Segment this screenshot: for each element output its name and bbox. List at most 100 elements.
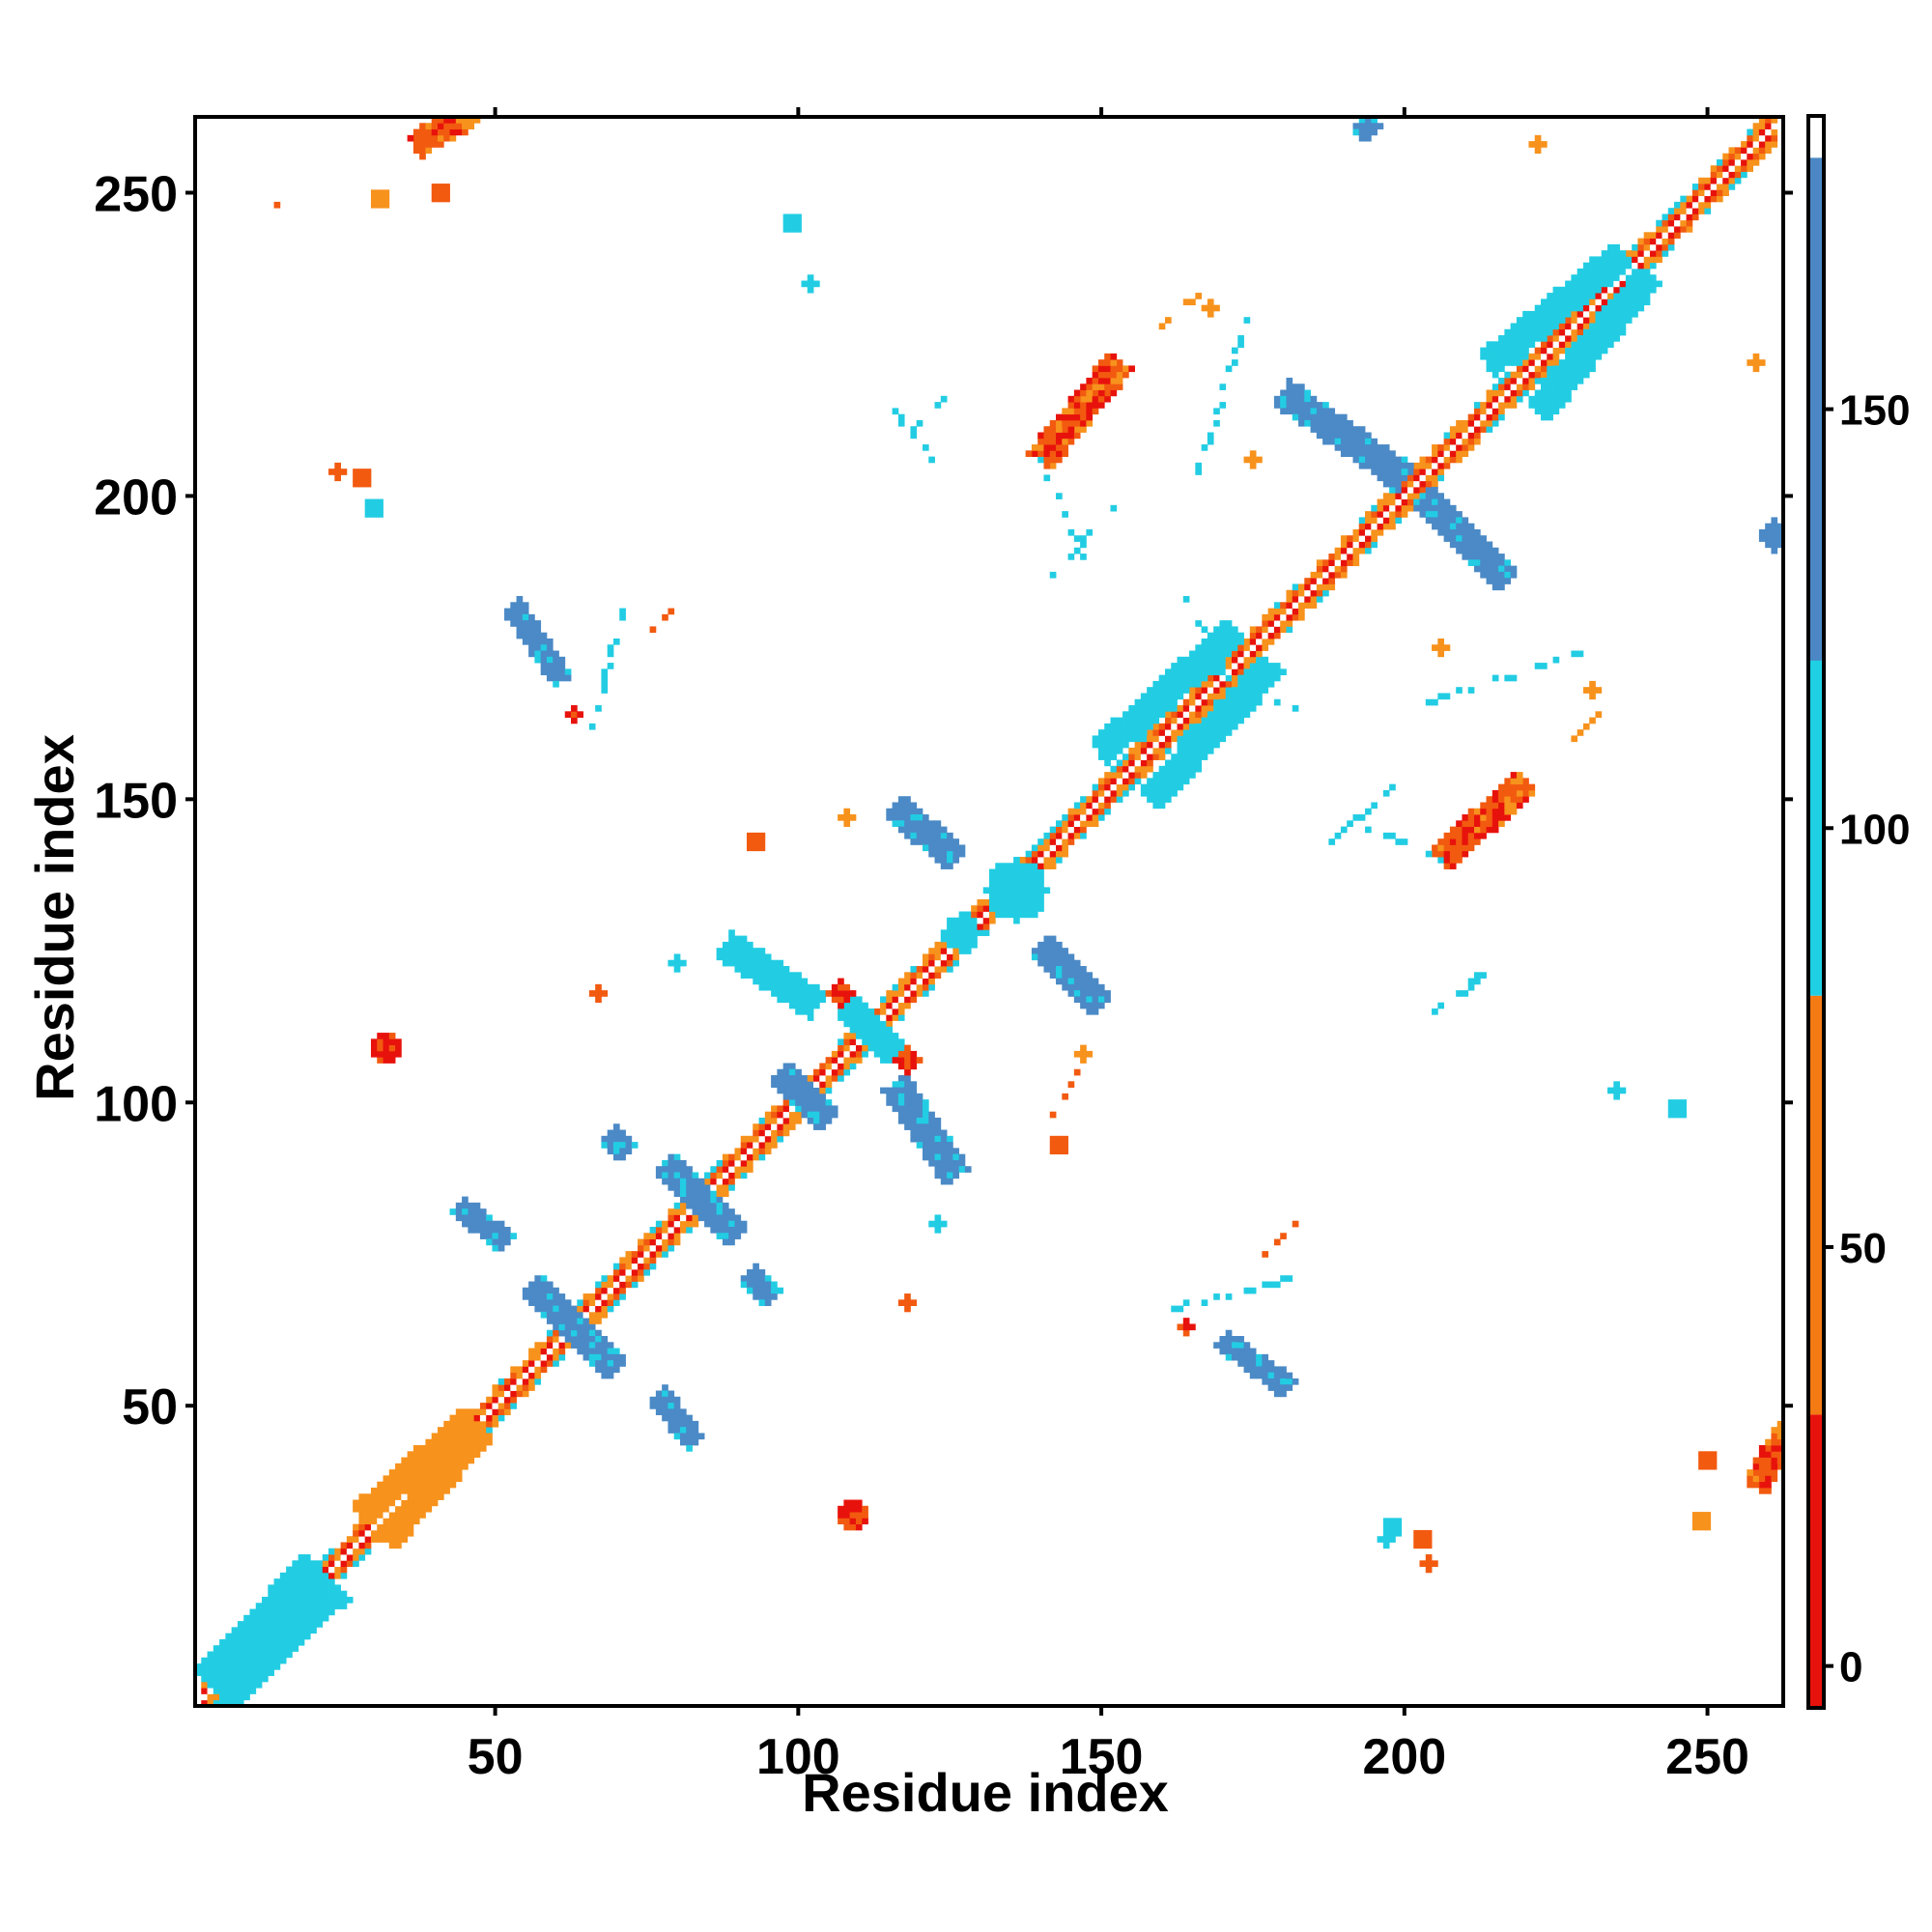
heatmap-cell [1462, 450, 1469, 457]
heatmap-cell [1571, 359, 1578, 366]
heatmap-cell [207, 1699, 214, 1707]
heatmap-cell [1031, 844, 1038, 852]
heatmap-cell [838, 1044, 844, 1052]
heatmap-cell [273, 1578, 281, 1585]
heatmap-cell [1686, 208, 1693, 214]
heatmap-cell [431, 134, 439, 142]
heatmap-cell [273, 1596, 281, 1604]
heatmap-cell [1716, 171, 1723, 179]
heatmap-cell [788, 1075, 796, 1082]
heatmap-cell [310, 1603, 317, 1609]
heatmap-cell [801, 978, 809, 985]
heatmap-cell [419, 1505, 426, 1513]
heatmap-cell [486, 1408, 493, 1416]
heatmap-cell [1152, 698, 1160, 706]
heatmap-cell [262, 1669, 269, 1677]
heatmap-cell [971, 911, 978, 919]
heatmap-cell [255, 1603, 263, 1609]
heatmap-cell [1213, 1342, 1220, 1349]
heatmap-cell [1377, 474, 1384, 482]
heatmap-cell [273, 1645, 281, 1652]
heatmap-cell [1722, 177, 1729, 185]
heatmap-cell [1632, 262, 1638, 270]
heatmap-cell [1086, 814, 1094, 821]
heatmap-cell [286, 1578, 293, 1585]
heatmap-cell [1541, 371, 1548, 379]
heatmap-cell [377, 1523, 384, 1531]
heatmap-cell [1213, 408, 1220, 415]
heatmap-cell [1456, 844, 1463, 852]
heatmap-cell [588, 1299, 596, 1307]
heatmap-cell [334, 1566, 341, 1574]
heatmap-cell [655, 1226, 663, 1234]
heatmap-cell [1073, 990, 1081, 997]
heatmap-cell [1462, 444, 1469, 451]
heatmap-cell [1722, 189, 1729, 197]
heatmap-cell [1589, 341, 1596, 348]
heatmap-cell [849, 1499, 857, 1507]
heatmap-cell [479, 1414, 487, 1422]
heatmap-cell [510, 1396, 517, 1404]
heatmap-cell [855, 1020, 863, 1028]
heatmap-cell [268, 1651, 274, 1659]
heatmap-cell [383, 1050, 390, 1058]
heatmap-cell [782, 966, 790, 973]
heatmap-cell [249, 1627, 257, 1634]
heatmap-cell [1171, 687, 1178, 694]
heatmap-cell [1522, 796, 1529, 803]
heatmap-cell [595, 1287, 602, 1294]
heatmap-cell [546, 1293, 554, 1300]
heatmap-cell [1280, 389, 1287, 397]
heatmap-cell [934, 948, 942, 954]
heatmap-cell [1691, 201, 1699, 209]
heatmap-cell [1456, 432, 1463, 440]
heatmap-cell [1292, 413, 1299, 421]
heatmap-cell [601, 1342, 609, 1349]
heatmap-cell [1449, 432, 1457, 440]
heatmap-cell [716, 1184, 724, 1191]
heatmap-cell [1110, 504, 1118, 512]
heatmap-cell [1437, 850, 1445, 858]
heatmap-cell [1432, 517, 1438, 525]
heatmap-cell [1219, 668, 1227, 676]
heatmap-cell [1619, 328, 1627, 336]
heatmap-cell [722, 1190, 729, 1197]
heatmap-cell [697, 1214, 705, 1222]
heatmap-cell [328, 1566, 335, 1574]
heatmap-cell [880, 1002, 887, 1009]
heatmap-cell [1741, 141, 1747, 148]
heatmap-cell [1462, 832, 1469, 839]
heatmap-cell [1582, 317, 1590, 324]
heatmap-cell [1262, 1281, 1269, 1289]
heatmap-cell [722, 959, 729, 967]
heatmap-cell [1340, 554, 1348, 560]
heatmap-cell [631, 1257, 639, 1264]
heatmap-cell [1613, 243, 1620, 251]
heatmap-cell [838, 814, 844, 821]
heatmap-cell [807, 1111, 814, 1119]
heatmap-cell [1122, 783, 1129, 791]
heatmap-cell [492, 1233, 499, 1239]
heatmap-cell [1243, 1353, 1251, 1361]
heatmap-cell [1577, 298, 1584, 306]
heatmap-cell [1752, 123, 1760, 129]
heatmap-cell [934, 1159, 942, 1167]
heatmap-cell [1674, 213, 1681, 221]
heatmap-cell [1582, 353, 1590, 360]
heatmap-cell [407, 1523, 414, 1531]
heatmap-cell [1171, 765, 1178, 773]
heatmap-cell [1219, 638, 1227, 645]
heatmap-cell [795, 1111, 802, 1119]
heatmap-cell [1097, 729, 1105, 736]
heatmap-cell [1164, 674, 1172, 682]
heatmap-cell [1456, 535, 1463, 542]
heatmap-cell [686, 1214, 693, 1222]
heatmap-cell [268, 1645, 274, 1652]
heatmap-cell [1062, 820, 1068, 827]
heatmap-cell [831, 983, 838, 991]
heatmap-cell [1413, 469, 1420, 475]
heatmap-cell [1219, 723, 1227, 730]
heatmap-cell [316, 1614, 324, 1622]
heatmap-cell [673, 966, 681, 973]
heatmap-cell [952, 838, 960, 845]
